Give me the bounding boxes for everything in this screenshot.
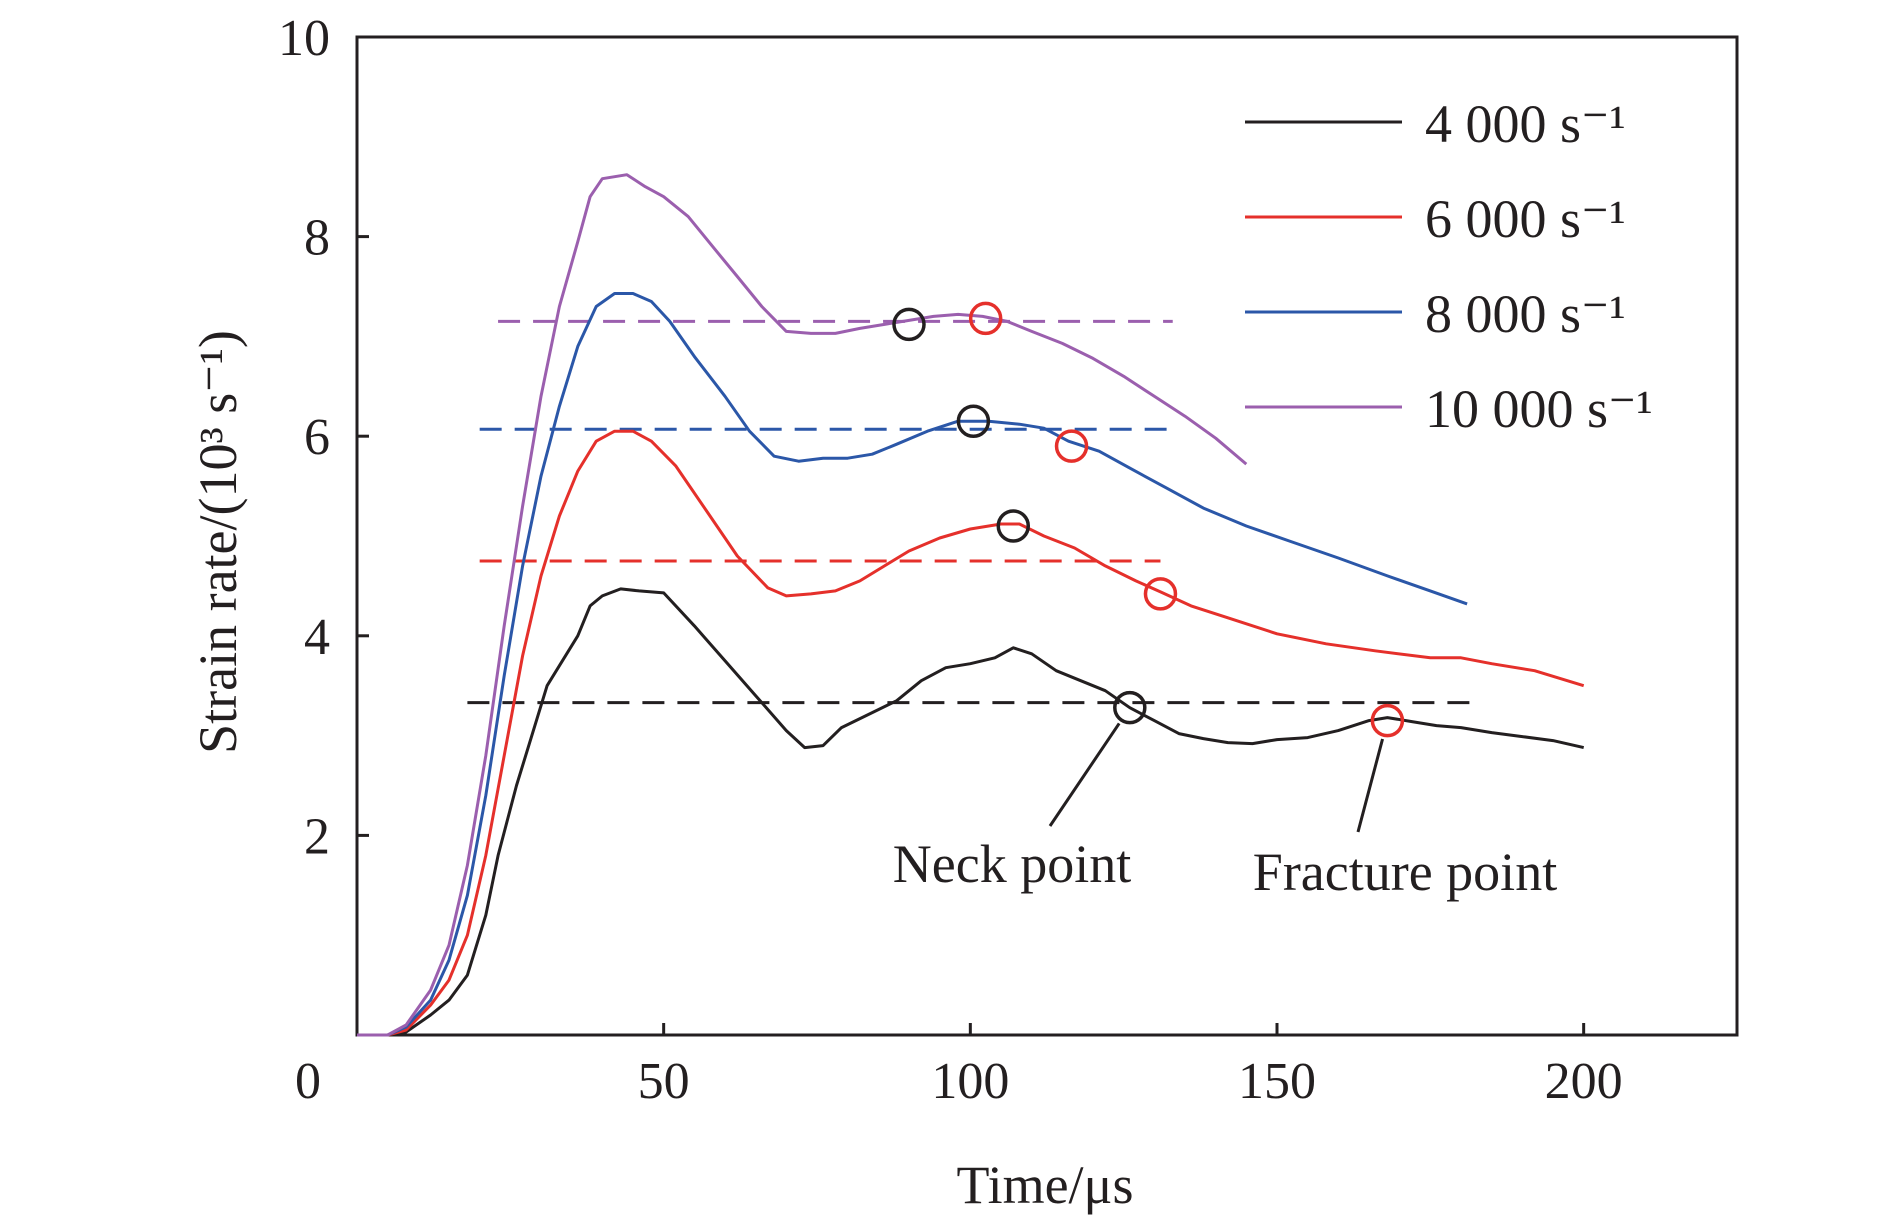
x-tick-label: 50 (638, 1053, 690, 1110)
annotation-label: Neck point (893, 834, 1131, 894)
neck-point-marker (996, 509, 1031, 543)
y-tick-label: 10 (278, 10, 330, 67)
fracture-point-marker (1143, 577, 1178, 611)
x-tick-label: 100 (931, 1053, 1009, 1110)
axis-ticks: 50 100 150 200 2 4 6 8 10 (278, 10, 1623, 1110)
series-line-4-000-s (357, 587, 1585, 1037)
legend-label: 4 000 s⁻¹ (1425, 94, 1626, 154)
legend-label: 10 000 s⁻¹ (1425, 379, 1653, 439)
series-line-6-000-s (357, 429, 1585, 1037)
plot-border (355, 35, 1739, 1037)
plot-frame (355, 35, 1739, 1037)
x-tick-label: 150 (1238, 1053, 1316, 1110)
series-lines (357, 173, 1585, 1037)
annotation-leader-line (1048, 722, 1121, 827)
reference-lines (467, 319, 1480, 705)
x-axis-title: Time/μs (956, 1155, 1133, 1215)
y-tick-label: 4 (304, 609, 330, 666)
y-tick-label: 6 (304, 409, 330, 466)
point-markers (892, 301, 1405, 738)
annotation-label: Fracture point (1253, 842, 1557, 902)
legend-label: 8 000 s⁻¹ (1425, 284, 1626, 344)
series-line-10-000-s (357, 173, 1248, 1037)
neck-point-marker (892, 307, 926, 342)
neck-point-marker (956, 404, 991, 438)
neck-point-marker (1113, 690, 1147, 725)
x-tick-label: 200 (1545, 1053, 1623, 1110)
fracture-point-marker (968, 301, 1003, 336)
fracture-point-marker (1370, 703, 1405, 738)
origin-label: 0 (295, 1053, 321, 1110)
fracture-point-marker (1054, 429, 1089, 463)
legend: 4 000 s⁻¹ 6 000 s⁻¹ 8 000 s⁻¹ 10 000 s⁻¹ (1245, 94, 1653, 439)
annotations: Neck point Fracture point (893, 722, 1557, 902)
legend-label: 6 000 s⁻¹ (1425, 189, 1626, 249)
y-tick-label: 8 (304, 210, 330, 267)
annotation-leader-line (1356, 738, 1385, 833)
y-axis-title: Strain rate/(10³ s⁻¹) (188, 330, 248, 754)
series-line-8-000-s (357, 292, 1468, 1037)
y-tick-label: 2 (304, 808, 330, 865)
